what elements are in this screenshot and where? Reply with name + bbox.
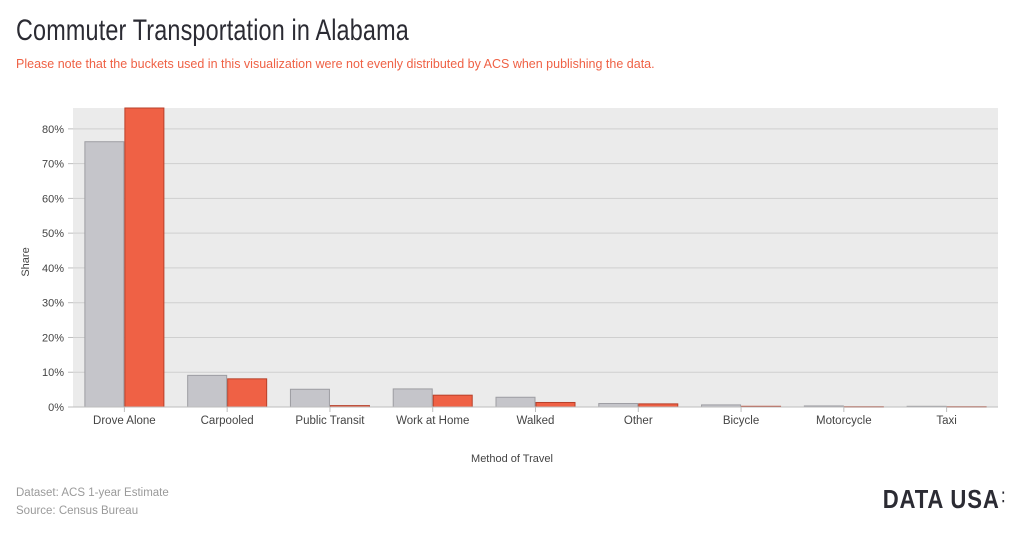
bar-series1[interactable] xyxy=(495,396,536,408)
chart-subtitle: Please note that the buckets used in thi… xyxy=(16,57,655,71)
bar-series1[interactable] xyxy=(598,403,639,408)
y-tick-label: 0% xyxy=(48,402,64,414)
y-axis-label: Share xyxy=(20,247,32,276)
x-tick-label: Taxi xyxy=(936,415,956,427)
y-tick-label: 40% xyxy=(42,263,64,275)
x-tick-label: Motorcycle xyxy=(816,415,872,427)
dataset-note: Dataset: ACS 1-year Estimate xyxy=(16,487,169,499)
logo-text: DATA USA xyxy=(882,484,1000,514)
data-usa-logo[interactable]: DATA USA ⁚ xyxy=(883,484,1006,515)
bars xyxy=(84,107,987,408)
y-tick-label: 30% xyxy=(42,298,64,310)
bar-series1[interactable] xyxy=(392,388,433,408)
bar-series2[interactable] xyxy=(227,378,268,408)
y-tick-label: 70% xyxy=(42,159,64,171)
y-tick-label: 50% xyxy=(42,228,64,240)
x-tick-label: Drove Alone xyxy=(93,415,156,427)
plot-area xyxy=(73,108,998,407)
y-tick-label: 60% xyxy=(42,193,64,205)
x-axis: Drove Alone Carpooled Public Transit Work a… xyxy=(73,406,998,427)
x-tick-label: Public Transit xyxy=(295,415,365,427)
y-tick-label: 10% xyxy=(42,367,64,379)
logo-mark: ⁚ xyxy=(1001,489,1006,505)
bar-series1[interactable] xyxy=(289,388,330,408)
x-tick-label: Bicycle xyxy=(723,415,759,427)
bar-series1[interactable] xyxy=(84,141,125,408)
x-tick-label: Work at Home xyxy=(396,415,469,427)
bar-series1[interactable] xyxy=(187,374,228,408)
bar-series2[interactable] xyxy=(432,394,473,408)
bar-series2[interactable] xyxy=(124,107,165,408)
x-tick-label: Walked xyxy=(517,415,555,427)
x-tick-label: Other xyxy=(624,415,653,427)
chart-title: Commuter Transportation in Alabama xyxy=(16,14,409,47)
y-tick-label: 80% xyxy=(42,124,64,136)
source-note: Source: Census Bureau xyxy=(16,505,139,517)
y-tick-label: 20% xyxy=(42,332,64,344)
x-tick-label: Carpooled xyxy=(201,415,254,427)
y-axis: 0% 10% 20% 30% 40% 50% 60% 70% 80% xyxy=(42,124,73,414)
bar-series2[interactable] xyxy=(535,401,576,408)
x-axis-label: Method of Travel xyxy=(471,453,553,465)
